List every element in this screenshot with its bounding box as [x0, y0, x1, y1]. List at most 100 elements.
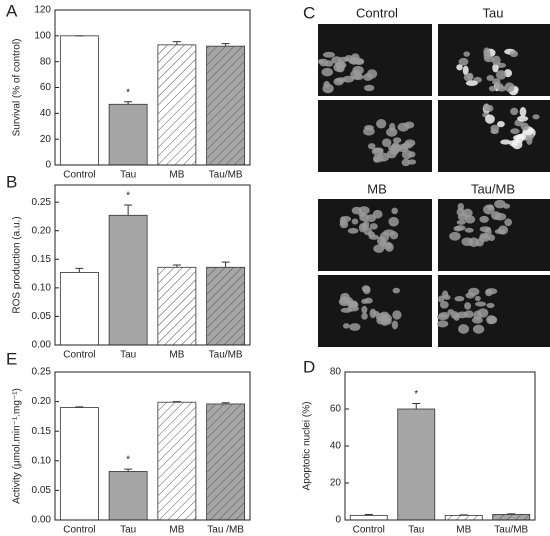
nucleus: [490, 124, 500, 132]
bar-hatch: [206, 267, 245, 345]
nucleus: [392, 137, 402, 144]
nucleus: [519, 107, 527, 117]
nucleus: [465, 292, 475, 299]
nucleus: [388, 216, 399, 227]
nucleus: [486, 204, 494, 211]
nucleus: [485, 288, 493, 297]
nucleus: [379, 239, 387, 247]
nucleus: [473, 310, 482, 320]
nucleus: [463, 51, 470, 57]
panel-letter: D: [303, 357, 315, 376]
error-bar: [172, 41, 181, 45]
nucleus: [495, 70, 507, 80]
error-bar: [221, 402, 230, 404]
bar: [349, 514, 388, 521]
nucleus: [373, 244, 385, 253]
nucleus: [516, 115, 529, 122]
x-tick-label: MB: [169, 170, 184, 181]
y-tick-label: 0: [335, 515, 341, 526]
y-tick-label: 60: [330, 404, 342, 415]
nucleus: [518, 133, 526, 140]
nucleus: [437, 295, 445, 303]
nucleus: [317, 59, 325, 65]
nucleus: [472, 324, 485, 334]
y-axis-label: Apoptotic nuclei (%): [302, 402, 313, 491]
nucleus: [364, 125, 374, 131]
nucleus: [497, 85, 507, 92]
error-bar: [221, 261, 230, 268]
x-tick-label: Tau /MB: [207, 525, 244, 536]
nucleus: [486, 302, 495, 308]
micrographs: [317, 24, 550, 347]
x-tick-label: Tau: [120, 350, 136, 361]
bar: [59, 35, 99, 166]
bar-hatch: [157, 267, 196, 345]
y-tick-label: 120: [34, 5, 51, 16]
nucleus: [500, 139, 511, 145]
nucleus: [391, 207, 398, 215]
nucleus: [504, 82, 515, 93]
bar: [59, 272, 99, 346]
y-tick-label: 40: [330, 441, 342, 452]
nucleus: [404, 139, 416, 147]
nucleus: [443, 294, 451, 300]
panel-letter: E: [6, 349, 17, 368]
annotation: *: [126, 87, 130, 98]
bar: [108, 214, 148, 346]
error-bar: [124, 204, 133, 216]
annotation: *: [414, 389, 418, 400]
bar-hatch: [492, 514, 530, 520]
nucleus: [382, 138, 392, 148]
nucleus: [333, 62, 345, 72]
image-title: Tau/MB: [471, 181, 515, 196]
nucleus: [520, 122, 529, 131]
nucleus: [361, 298, 369, 304]
nucleus: [389, 122, 396, 131]
y-tick-label: 0.05: [32, 311, 52, 322]
nucleus: [488, 234, 496, 241]
bar-hatch: [206, 46, 245, 165]
x-tick-label: Tau: [120, 170, 136, 181]
nucleus: [485, 114, 495, 124]
nucleus: [504, 218, 513, 227]
error-bar: [221, 43, 230, 47]
nucleus: [494, 199, 506, 209]
x-tick-label: MB: [169, 525, 184, 536]
nucleus: [510, 128, 520, 135]
nucleus: [380, 317, 390, 326]
nucleus: [478, 234, 490, 242]
nucleus: [458, 324, 470, 334]
annotation: *: [126, 455, 130, 466]
x-tick-label: Tau: [120, 525, 136, 536]
nucleus: [321, 67, 334, 77]
image-title: Control: [356, 5, 398, 20]
y-tick-label: 80: [40, 56, 52, 67]
error-bar: [364, 513, 373, 516]
error-bar: [172, 401, 181, 403]
x-tick-label: Control: [63, 525, 95, 536]
nucleus: [479, 215, 489, 223]
y-tick-label: 0.05: [32, 485, 52, 496]
y-tick-label: 80: [330, 367, 342, 378]
nucleus: [404, 121, 415, 129]
image-title: MB: [367, 181, 387, 196]
bar: [59, 407, 99, 521]
nucleus: [474, 301, 487, 307]
nucleus: [351, 218, 359, 225]
error-bar: [507, 513, 516, 515]
nucleus: [362, 285, 371, 295]
y-tick-label: 0.20: [32, 396, 52, 407]
nucleus: [453, 225, 463, 232]
y-tick-label: 0.10: [32, 282, 52, 293]
nucleus: [486, 315, 497, 325]
error-bar: [459, 514, 468, 516]
nucleus: [373, 156, 380, 163]
bar: [108, 103, 148, 166]
nucleus: [322, 83, 334, 94]
bar-hatch: [206, 403, 245, 520]
nucleus: [363, 73, 373, 81]
image-title: Tau: [483, 5, 504, 20]
nucleus: [371, 147, 384, 156]
panel-letter: B: [6, 172, 17, 191]
nucleus: [352, 58, 364, 65]
